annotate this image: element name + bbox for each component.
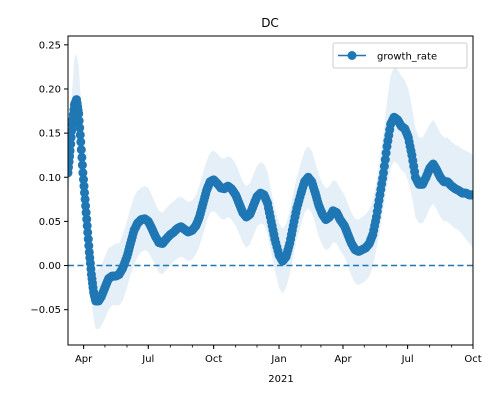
axes-frame xyxy=(67,35,474,346)
x-tick-label: Jul xyxy=(141,354,154,365)
y-tick-label: 0.15 xyxy=(39,129,61,140)
data-point-marker xyxy=(79,181,89,191)
x-tick-label: Oct xyxy=(205,354,222,365)
data-point-marker xyxy=(75,123,85,133)
data-point-marker xyxy=(81,208,91,218)
data-point-marker xyxy=(74,116,84,126)
confidence-band xyxy=(68,53,473,330)
chart-title: DC xyxy=(261,16,279,30)
data-point-marker xyxy=(80,188,89,198)
x-tick-label: Apr xyxy=(334,354,352,365)
data-point xyxy=(76,137,86,147)
data-point-marker xyxy=(379,161,389,171)
y-tick-label: 0.00 xyxy=(39,261,61,272)
y-tick-label: 0.20 xyxy=(39,84,61,95)
data-point-marker xyxy=(380,155,390,165)
axes: −0.05 0.00 0.05 0.10 0.15 0.20 0.25 Apr Jul Oct Ja… xyxy=(30,35,482,365)
data-point-marker xyxy=(83,227,93,237)
data-point-marker xyxy=(68,139,76,149)
data-point-marker xyxy=(68,133,76,142)
x-tick-label: Jan xyxy=(270,354,286,365)
data-point xyxy=(468,190,473,200)
y-tick-label: −0.05 xyxy=(30,305,61,316)
data-point-marker xyxy=(77,152,87,162)
data-point xyxy=(78,168,88,178)
legend-label: growth_rate xyxy=(377,52,437,63)
x-tick-label: Oct xyxy=(464,354,481,365)
x-tick-label: Jul xyxy=(401,354,414,365)
data-point xyxy=(68,146,75,156)
y-tick-label: 0.25 xyxy=(39,40,61,51)
data-point xyxy=(80,194,90,204)
data-point-marker xyxy=(83,234,93,244)
x-tick-label: Apr xyxy=(75,354,93,365)
y-tick-label: 0.10 xyxy=(39,173,61,184)
legend-box xyxy=(332,42,468,69)
legend: growth_rate xyxy=(332,42,468,69)
data-point xyxy=(82,221,92,231)
x-year-label: 2021 xyxy=(268,374,293,385)
data-point-marker xyxy=(81,201,91,211)
data-point-marker xyxy=(381,148,391,158)
data-point-marker xyxy=(68,126,77,136)
plot-area xyxy=(68,53,473,330)
data-point-marker xyxy=(77,160,87,170)
data-point-marker xyxy=(82,214,92,224)
data-point xyxy=(379,168,388,178)
data-point-marker xyxy=(84,241,94,251)
data-point xyxy=(74,109,84,119)
data-point-marker xyxy=(75,130,85,140)
y-tick-label: 0.05 xyxy=(39,217,61,228)
data-point-marker xyxy=(76,145,86,155)
data-point-marker xyxy=(79,175,88,184)
legend-marker-swatch xyxy=(347,51,357,60)
